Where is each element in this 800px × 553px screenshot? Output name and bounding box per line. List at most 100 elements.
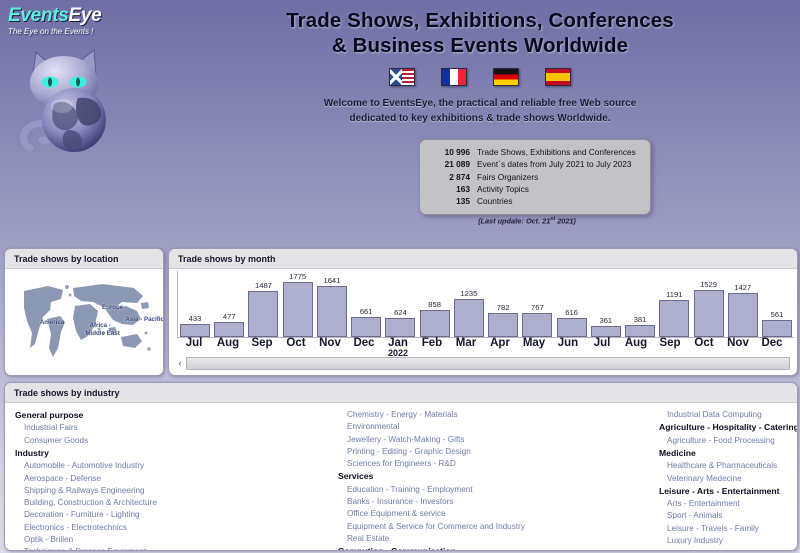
bar-column[interactable]: 1235 — [453, 271, 484, 337]
world-map-icon[interactable] — [15, 273, 153, 365]
bar[interactable] — [419, 310, 450, 337]
bar-column[interactable]: 381 — [625, 271, 656, 337]
chevron-left-icon[interactable]: ‹ — [178, 358, 182, 368]
bar-column[interactable]: 361 — [590, 271, 621, 337]
industry-category-link[interactable]: Electronics - Electrotechnics — [24, 522, 127, 532]
bar[interactable] — [351, 317, 382, 337]
bar[interactable] — [180, 324, 210, 337]
flag-uk-us-icon[interactable] — [389, 68, 415, 86]
chart-horizontal-scrollbar[interactable]: ‹ — [174, 356, 790, 370]
industry-category-link[interactable]: Sport - Animals — [667, 511, 723, 521]
bar-column[interactable]: 1641 — [316, 271, 347, 337]
bar-column[interactable]: 1529 — [693, 271, 724, 337]
bar-column[interactable]: 1775 — [282, 271, 313, 337]
industry-category-link[interactable]: Chemistry - Energy - Materials — [347, 410, 458, 419]
industry-category-link[interactable]: Healthcare & Pharmaceuticals — [667, 461, 778, 471]
industry-category-link[interactable]: Luxury Industry — [667, 536, 723, 546]
site-logo[interactable]: EventsEye The Eye on the Events ! — [8, 6, 148, 196]
x-axis-label[interactable]: Jul — [179, 337, 209, 356]
industry-category-link[interactable]: Veterinary Medecine — [667, 473, 742, 483]
x-axis-label[interactable]: Jul — [587, 337, 617, 356]
bar-column[interactable]: 767 — [522, 271, 553, 337]
last-update-prefix: (Last update: Oct. 21 — [478, 216, 551, 226]
industry-column-2: Chemistry - Energy - Materials Environmen… — [338, 409, 648, 550]
x-axis-label[interactable]: May — [519, 337, 549, 356]
bar-column[interactable]: 1427 — [727, 271, 758, 337]
bar-column[interactable]: 1191 — [659, 271, 690, 337]
map-region-africa[interactable]: Africa - — [89, 321, 111, 329]
industry-category-link[interactable]: Aerospace - Defense — [24, 473, 101, 483]
bar-column[interactable]: 661 — [351, 271, 382, 337]
x-axis-label[interactable]: Dec — [349, 337, 379, 356]
bar[interactable] — [590, 326, 621, 337]
map-region-america[interactable]: America — [39, 319, 65, 326]
industry-category-link[interactable]: Techniques & Process Equipment — [15, 546, 315, 550]
industry-category-link[interactable]: Environmental — [347, 422, 400, 432]
industry-category-link[interactable]: Building, Construction & Architecture — [24, 498, 157, 508]
flag-spain-icon[interactable] — [545, 68, 571, 86]
bar-column[interactable]: 561 — [761, 271, 792, 337]
industry-category-link[interactable]: Agriculture - Food Processing — [667, 435, 775, 445]
industry-category-link[interactable]: Consumer Goods — [24, 435, 89, 445]
x-axis-label[interactable]: Oct — [689, 337, 719, 356]
bar[interactable] — [248, 291, 279, 337]
industry-category-link[interactable]: Industrial Data Computing — [667, 410, 762, 419]
industry-category-link[interactable]: Equipment & Service for Commerce and Ind… — [347, 521, 525, 531]
bar[interactable] — [453, 299, 484, 337]
language-selector[interactable] — [170, 68, 790, 86]
bar-column[interactable]: 782 — [488, 271, 519, 337]
bar-column[interactable]: 477 — [214, 271, 245, 337]
x-axis-label[interactable]: Sep — [655, 337, 685, 356]
panel-trade-shows-by-location: Trade shows by location America Europe Asi… — [4, 248, 164, 376]
industry-category-link[interactable]: Sciences for Engineers - R&D — [347, 459, 456, 469]
bar[interactable] — [761, 320, 792, 337]
bar-column[interactable]: 624 — [385, 271, 416, 337]
map-region-middle-east[interactable]: Middle East — [85, 330, 120, 338]
map-region-europe[interactable]: Europe — [101, 304, 124, 312]
industry-category-link[interactable]: Banks - Insurance - Investors — [347, 497, 454, 507]
x-axis-label[interactable]: Dec — [757, 337, 787, 356]
flag-germany-icon[interactable] — [493, 68, 519, 86]
x-axis-label[interactable]: Feb — [417, 337, 447, 356]
map-region-asia-pacific[interactable]: Asia - Pacific — [125, 316, 164, 324]
bar[interactable] — [522, 313, 553, 337]
x-axis-label[interactable]: Jun — [553, 337, 583, 356]
x-axis-label[interactable]: Mar — [451, 337, 481, 356]
bar[interactable] — [625, 325, 656, 337]
bar-column[interactable]: 1487 — [248, 271, 279, 337]
bar[interactable] — [693, 290, 724, 337]
bar[interactable] — [727, 293, 758, 337]
x-axis-label[interactable]: Jan 2022 — [383, 337, 413, 358]
industry-category-link[interactable]: Leisure - Travels - Family — [667, 523, 759, 533]
bar[interactable] — [316, 286, 347, 337]
industry-category-link[interactable]: Optik - Brillen — [24, 535, 74, 544]
bar[interactable] — [282, 282, 313, 337]
industry-category-link[interactable]: Arts - Entertainment — [667, 499, 740, 509]
industry-category-link[interactable]: Office Equipment & service — [347, 509, 446, 519]
bar-column[interactable]: 616 — [556, 271, 587, 337]
flag-france-icon[interactable] — [441, 68, 467, 86]
x-axis-label[interactable]: Oct — [281, 337, 311, 356]
industry-category-link[interactable]: Education - Training - Employment — [347, 484, 473, 494]
industry-category-link[interactable]: Industrial Fairs — [24, 423, 78, 433]
industry-category-link[interactable]: Jewellery - Watch-Making - Gifts — [347, 434, 465, 444]
x-axis-label[interactable]: Apr — [485, 337, 515, 356]
x-axis-label[interactable]: Aug — [213, 337, 243, 356]
bar-column[interactable]: 858 — [419, 271, 450, 337]
bar-column[interactable]: 433 — [180, 271, 210, 337]
industry-category-link[interactable]: Real Estate — [347, 533, 390, 543]
x-axis-label[interactable]: Nov — [723, 337, 753, 356]
bar[interactable] — [385, 318, 416, 337]
x-axis-label[interactable]: Sep — [247, 337, 277, 356]
bar[interactable] — [556, 318, 587, 337]
scrollbar-track[interactable] — [186, 356, 790, 370]
industry-category-link[interactable]: Decoration - Furniture - Lighting — [24, 510, 140, 520]
industry-category-link[interactable]: Printing - Editing - Graphic Design — [347, 446, 471, 456]
bar[interactable] — [214, 322, 245, 337]
industry-category-link[interactable]: Automobile - Automotive Industry — [24, 461, 145, 471]
bar[interactable] — [488, 313, 519, 337]
industry-category-link[interactable]: Shipping & Railways Engineering — [24, 485, 145, 495]
x-axis-label[interactable]: Nov — [315, 337, 345, 356]
x-axis-label[interactable]: Aug — [621, 337, 651, 356]
bar[interactable] — [659, 300, 690, 337]
